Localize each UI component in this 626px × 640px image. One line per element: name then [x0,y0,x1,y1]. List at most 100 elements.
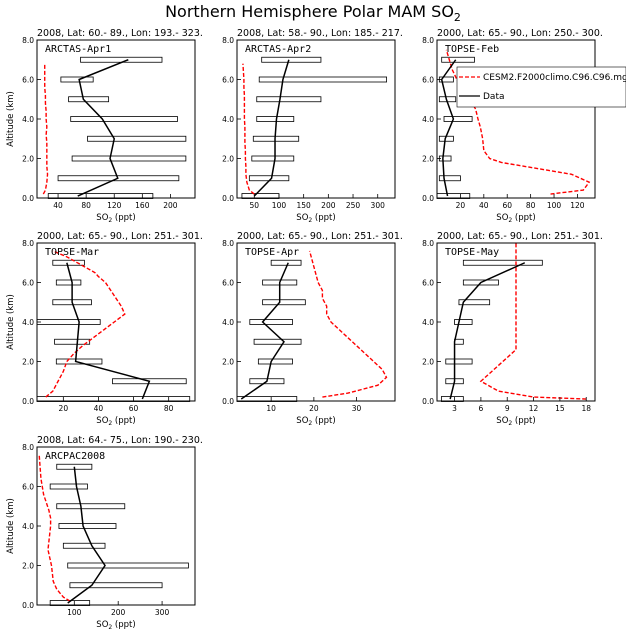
range-box [68,96,110,103]
x-tick-label: 80 [164,404,174,413]
panel-header: 2008, Lat: 60.- 89., Lon: 193.- 323. [37,28,203,39]
x-tick-label: 40 [479,201,489,210]
y-tick-label: 8.0 [222,36,234,45]
y-tick-label: 2.0 [222,155,234,164]
panel-header: 2000, Lat: 65.- 90., Lon: 250.- 300. [437,28,603,39]
range-box [55,358,103,365]
range-box [49,483,88,490]
x-tick-label: 18 [581,404,591,413]
y-tick-label: 4.0 [222,115,234,124]
x-tick-label: 6 [478,404,483,413]
y-tick-label: 0.0 [22,397,34,406]
range-box [69,582,163,589]
range-box [262,299,306,306]
legend-box [456,66,626,108]
x-axis-label: SO2 (ppt) [496,213,535,224]
range-box [62,542,106,549]
range-box [249,319,293,325]
range-box [443,116,473,122]
x-tick-label: 10 [266,404,276,413]
campaign-label: ARCTAS-Apr1 [45,44,111,55]
x-axis-label: SO2 (ppt) [496,416,535,427]
y-tick-label: 0.0 [222,397,234,406]
range-box [70,116,178,122]
range-box [440,396,464,402]
figure-title: Northern Hemisphere Polar MAM SO2 [165,2,461,25]
range-box [261,56,322,63]
x-tick-label: 9 [505,404,510,413]
panel-arctas-apr2: 2008, Lat: 58.- 90., Lon: 185.- 217. ARCT… [222,28,403,224]
x-tick-label: 20 [59,404,69,413]
panel-header: 2000, Lat: 65.- 90., Lon: 251.- 301. [437,231,603,242]
y-tick-label: 8.0 [422,36,434,45]
y-tick-label: 4.0 [422,115,434,124]
y-tick-label: 8.0 [222,239,234,248]
range-box [251,155,295,162]
range-box [54,338,91,345]
range-box [462,279,499,286]
x-tick-label: 160 [135,201,150,210]
range-box [87,135,187,142]
x-axis-label: SO2 (ppt) [96,213,135,224]
model-line [42,63,49,195]
x-tick-label: 100 [547,201,562,210]
x-axis-label: SO2 (ppt) [96,620,135,631]
x-tick-label: 80 [81,201,91,210]
x-tick-label: 30 [352,404,362,413]
y-tick-label: 4.0 [22,318,34,327]
x-tick-label: 150 [296,201,311,210]
range-box [462,259,543,266]
x-tick-label: 3 [452,404,457,413]
range-box [80,56,163,63]
range-box [60,76,94,83]
range-box [57,175,180,182]
x-tick-label: 20 [456,201,466,210]
y-tick-label: 4.0 [22,115,34,124]
x-tick-label: 120 [107,201,122,210]
range-box [256,96,322,103]
x-tick-label: 80 [526,201,536,210]
model-line [242,63,255,195]
range-box [270,259,302,266]
range-box [252,135,300,142]
y-tick-label: 4.0 [422,318,434,327]
range-box [258,76,388,83]
y-tick-label: 2.0 [422,358,434,367]
panel-arctas-apr1: 2008, Lat: 60.- 89., Lon: 193.- 323. ARCT… [6,28,203,224]
y-tick-label: 8.0 [422,239,434,248]
range-box [112,378,187,385]
x-tick-label: 200 [321,201,336,210]
y-tick-label: 2.0 [222,358,234,367]
obs-line [67,466,106,604]
panel-topse-may: 2000, Lat: 65.- 90., Lon: 251.- 301. TOPS… [422,231,603,427]
y-tick-label: 4.0 [22,522,34,531]
x-tick-label: 15 [555,404,565,413]
panel-header: 2008, Lat: 58.- 90., Lon: 185.- 217. [237,28,403,39]
y-tick-label: 6.0 [222,76,234,85]
campaign-label: ARCTAS-Apr2 [245,44,311,55]
panel-topse-feb: 2000, Lat: 65.- 90., Lon: 250.- 300. TOPS… [422,28,603,224]
plot-frame [236,242,396,402]
range-box [438,175,461,182]
x-axis-label: SO2 (ppt) [96,416,135,427]
range-box [256,116,295,122]
y-tick-label: 8.0 [22,36,34,45]
panel-header: 2008, Lat: 64.- 75., Lon: 190.- 230. [37,435,203,446]
x-tick-label: 20 [309,404,319,413]
x-tick-label: 120 [570,201,585,210]
range-box [438,155,452,162]
panel-topse-apr: 2000, Lat: 65.- 90., Lon: 251.- 301. TOPS… [222,231,403,427]
campaign-label: TOPSE-Feb [445,44,499,55]
x-tick-label: 300 [371,201,386,210]
y-axis-label: Altitude (km) [6,294,16,350]
y-tick-label: 6.0 [22,483,34,492]
obs-line [77,59,129,197]
y-tick-label: 0.0 [22,601,34,610]
x-tick-label: 12 [529,404,539,413]
x-tick-label: 40 [94,404,104,413]
x-tick-label: 100 [67,608,82,617]
legend-obs-label: Data [483,92,505,102]
plot-frame [236,39,396,199]
x-tick-label: 200 [111,608,126,617]
x-tick-label: 50 [250,201,260,210]
